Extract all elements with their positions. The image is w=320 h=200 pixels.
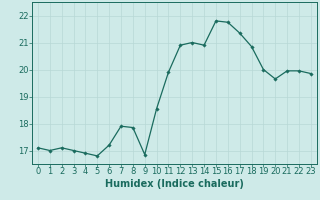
X-axis label: Humidex (Indice chaleur): Humidex (Indice chaleur) [105, 179, 244, 189]
